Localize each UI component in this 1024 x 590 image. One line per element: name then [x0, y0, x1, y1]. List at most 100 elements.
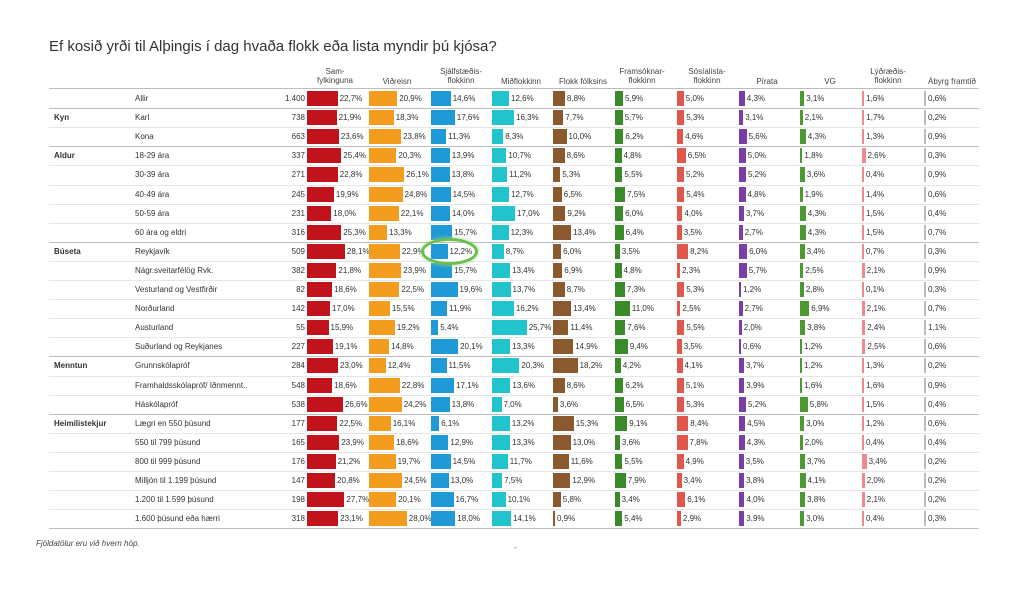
value-label: 24,2% — [403, 400, 427, 409]
value-bar — [307, 492, 345, 507]
value-label: 2,7% — [744, 228, 763, 237]
table-row: Aldur 18-29 ára 337 — [49, 146, 979, 165]
value-label: 13,4% — [573, 228, 596, 237]
value-bar — [800, 454, 805, 469]
value-label: 28,0% — [408, 514, 432, 523]
value-label: 1,2% — [866, 419, 885, 428]
value-bar — [615, 397, 624, 412]
value-bar — [924, 244, 926, 259]
value-bar — [615, 244, 620, 259]
value-label: 6,1% — [441, 419, 460, 428]
value-bar — [307, 129, 339, 144]
value-label: 4,8% — [747, 190, 766, 199]
value-bar — [369, 225, 387, 240]
value-label: 15,9% — [330, 323, 354, 332]
value-bar — [431, 320, 439, 335]
value-bar — [800, 301, 810, 316]
value-label: 8,6% — [566, 381, 585, 390]
value-label: 21,9% — [338, 113, 362, 122]
value-label: 11,2% — [509, 170, 532, 179]
value-bar — [615, 206, 624, 221]
value-bar — [677, 167, 684, 182]
value-bar — [924, 492, 926, 507]
category-label: 50-59 ára — [135, 209, 170, 218]
value-bar — [431, 416, 440, 431]
value-label: 2,6% — [867, 151, 886, 160]
value-label: 5,5% — [624, 457, 643, 466]
value-bar — [553, 358, 578, 373]
value-label: 11,7% — [509, 457, 532, 466]
value-bar — [800, 110, 803, 125]
value-label: 4,1% — [807, 476, 826, 485]
category-label: Norðurland — [135, 304, 175, 313]
value-bar — [800, 435, 803, 450]
value-bar — [492, 129, 504, 144]
value-label: 5,7% — [748, 266, 767, 275]
value-label: 16,3% — [516, 113, 539, 122]
value-bar — [369, 416, 391, 431]
value-label: 1,4% — [866, 190, 885, 199]
group-separator — [49, 356, 979, 357]
dash-mark: - — [514, 543, 517, 552]
value-bar — [677, 282, 685, 297]
value-label: 19,1% — [334, 342, 358, 351]
value-bar — [307, 358, 339, 373]
value-bar — [677, 397, 685, 412]
value-bar — [492, 416, 510, 431]
value-bar — [800, 511, 805, 526]
value-label: 6,9% — [811, 304, 830, 313]
value-bar — [615, 511, 623, 526]
value-bar — [862, 301, 865, 316]
value-label: 7,0% — [503, 400, 522, 409]
value-bar — [677, 148, 686, 163]
value-bar — [369, 244, 400, 259]
table-row: 60 ára og eldri 316 — [49, 223, 979, 242]
value-bar — [924, 339, 926, 354]
value-bar — [739, 435, 745, 450]
value-bar — [492, 244, 504, 259]
value-label: 2,0% — [743, 323, 762, 332]
value-label: 2,5% — [682, 304, 701, 313]
value-bar — [431, 301, 448, 316]
value-label: 5,3% — [686, 113, 705, 122]
value-label: 5,8% — [562, 495, 582, 504]
table-row: Allir 1.400 — [49, 89, 979, 108]
party-header: VG — [824, 77, 836, 86]
value-bar — [369, 511, 407, 526]
value-label: 5,6% — [748, 132, 767, 141]
value-label: 12,9% — [450, 438, 474, 447]
value-label: 13,9% — [451, 151, 475, 160]
value-bar — [431, 282, 458, 297]
row-separator — [49, 223, 979, 224]
value-bar — [862, 435, 864, 450]
category-label: 800 til 999 þúsund — [135, 457, 201, 466]
value-label: 6,5% — [625, 400, 645, 409]
value-label: 6,2% — [625, 381, 644, 390]
table-row: 50-59 ára 231 — [49, 204, 979, 223]
table-row: Milljón til 1.199 þúsund 147 — [49, 471, 979, 490]
row-separator — [49, 280, 979, 281]
value-bar — [431, 511, 456, 526]
value-label: 4,0% — [684, 209, 703, 218]
value-label: 0,4% — [928, 438, 947, 447]
value-label: 27,7% — [346, 495, 370, 504]
value-bar — [739, 263, 747, 278]
value-label: 18,2% — [579, 361, 603, 370]
value-label: 8,8% — [566, 94, 586, 103]
value-bar — [800, 225, 806, 240]
respondent-count: 231 — [291, 209, 305, 218]
party-header: Sjálfstæðis-flokkinn — [440, 67, 482, 85]
value-label: 3,8% — [746, 476, 765, 485]
value-bar — [553, 416, 574, 431]
value-label: 16,7% — [455, 495, 479, 504]
value-label: 5,4% — [686, 190, 705, 199]
value-label: 1,2% — [743, 285, 762, 294]
value-bar — [862, 511, 864, 526]
value-bar — [553, 225, 572, 240]
value-label: 2,0% — [804, 438, 823, 447]
value-label: 13,3% — [389, 228, 412, 237]
value-label: 15,7% — [454, 266, 477, 275]
value-bar — [862, 320, 866, 335]
party-header: Viðreisn — [382, 77, 412, 86]
value-label: 13,4% — [573, 304, 596, 313]
